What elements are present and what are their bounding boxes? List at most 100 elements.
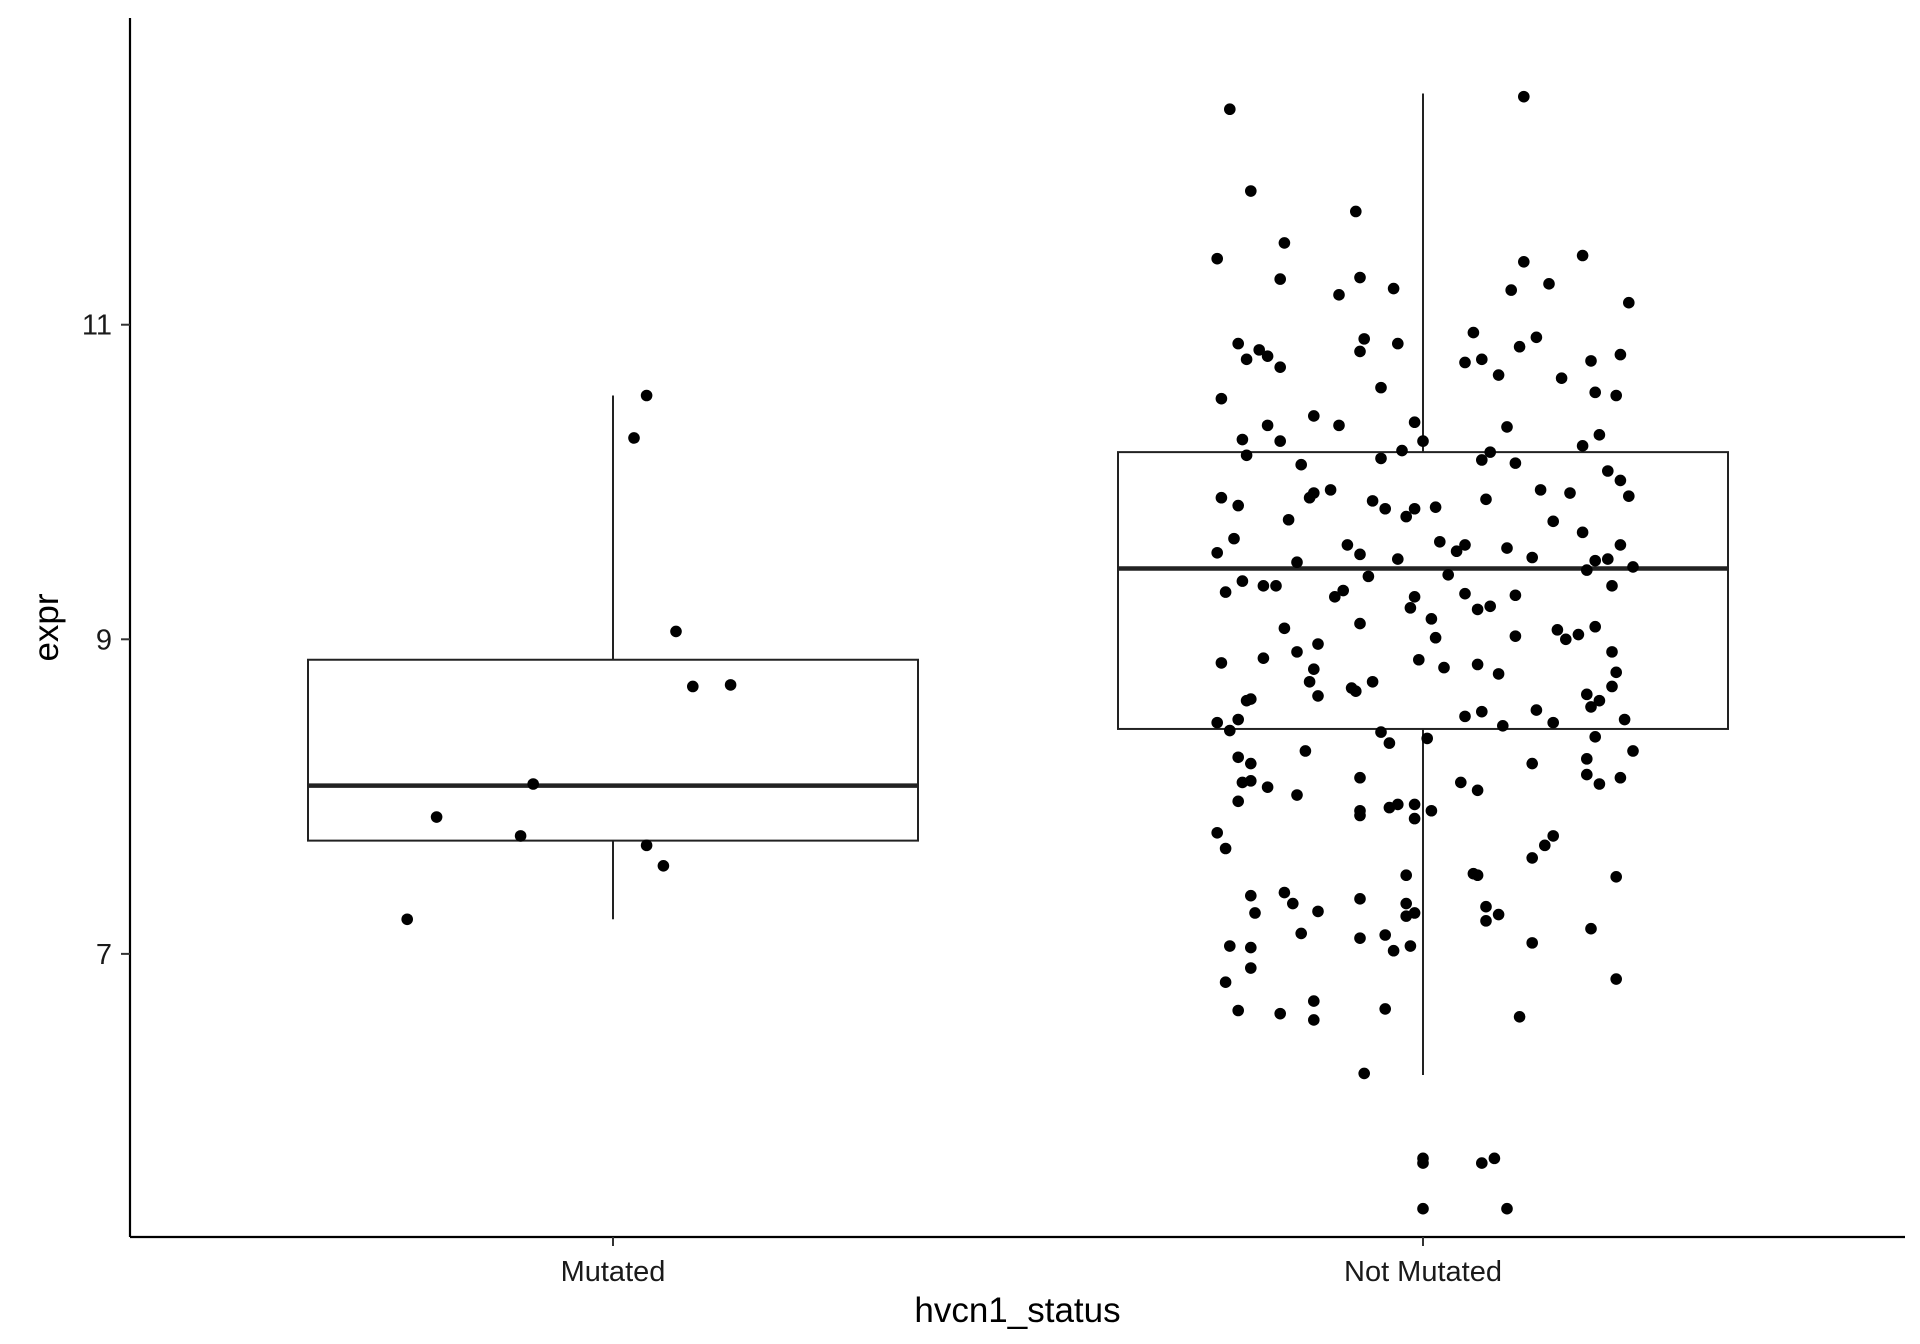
data-point [657, 859, 670, 872]
x-tick-label: Not Mutated [1344, 1256, 1502, 1288]
data-point [1308, 410, 1320, 422]
data-point [1623, 490, 1635, 502]
data-point [1240, 449, 1253, 462]
data-point [1606, 646, 1618, 658]
data-point [1492, 668, 1505, 680]
data-point [1576, 440, 1589, 452]
data-point [1589, 386, 1601, 399]
data-point [1408, 502, 1421, 515]
data-point [1408, 591, 1421, 603]
data-point [1518, 255, 1530, 268]
data-point [1215, 491, 1228, 504]
data-point [1245, 693, 1257, 705]
data-point [1219, 842, 1232, 855]
data-point [1333, 419, 1345, 432]
data-point [1291, 556, 1303, 569]
data-point [640, 839, 653, 852]
data-point [1425, 804, 1438, 817]
data-point [1576, 526, 1589, 539]
data-point [1417, 435, 1429, 447]
data-point [1429, 501, 1442, 513]
data-point [1232, 337, 1244, 350]
data-point [1257, 652, 1270, 664]
data-point [1408, 907, 1421, 919]
data-point [1476, 1157, 1488, 1169]
data-point [1459, 587, 1471, 600]
data-point [1261, 781, 1274, 793]
data-point [1379, 1003, 1391, 1015]
data-point [1480, 900, 1492, 913]
data-point [1530, 704, 1543, 716]
data-point [1509, 630, 1522, 642]
data-point [1585, 701, 1597, 713]
data-point [1434, 535, 1446, 548]
data-point [1450, 545, 1463, 558]
data-point [1228, 532, 1240, 545]
data-point [1215, 657, 1228, 669]
data-point [1417, 1157, 1429, 1169]
data-point [1589, 620, 1601, 633]
data-point [1610, 389, 1622, 402]
y-tick-label: 7 [96, 939, 112, 971]
data-point [1471, 784, 1484, 797]
data-point [1366, 495, 1379, 507]
data-point [1278, 622, 1291, 635]
data-point [1589, 554, 1601, 567]
data-point [1354, 271, 1366, 284]
data-point [1610, 666, 1622, 679]
data-point [1211, 252, 1223, 265]
data-point [1232, 713, 1244, 726]
data-point [1471, 658, 1484, 671]
data-point [514, 830, 527, 842]
data-point [1387, 282, 1400, 295]
data-point [1413, 653, 1425, 666]
data-point [1526, 937, 1538, 949]
box-iqr [1117, 451, 1729, 730]
data-point [1287, 897, 1299, 910]
data-point [1375, 726, 1387, 738]
data-point [1400, 510, 1412, 523]
data-point [1274, 435, 1286, 447]
data-point [1526, 757, 1538, 770]
data-point [1526, 551, 1538, 564]
data-point [1526, 852, 1538, 864]
data-point [1354, 893, 1366, 905]
data-point [1215, 392, 1228, 405]
data-point [1278, 237, 1291, 249]
data-point [1492, 369, 1505, 381]
data-point [1240, 353, 1253, 366]
data-point [1295, 458, 1307, 471]
data-point [1467, 326, 1480, 339]
data-point [1602, 553, 1614, 565]
data-point [1245, 775, 1257, 787]
data-point [1278, 886, 1291, 899]
data-point [1606, 580, 1618, 592]
data-point [1585, 355, 1597, 367]
data-point [1543, 278, 1555, 290]
data-point [1593, 778, 1606, 790]
data-point [1471, 603, 1484, 616]
data-point [1417, 1202, 1429, 1215]
data-point [1501, 421, 1513, 433]
data-point [1623, 296, 1635, 309]
data-point [430, 811, 443, 823]
data-point [1308, 1014, 1320, 1026]
data-point [1329, 591, 1341, 603]
data-point [1224, 103, 1236, 116]
data-point [1350, 685, 1362, 698]
data-point [1610, 871, 1622, 883]
data-point [1476, 454, 1488, 466]
data-point [1593, 429, 1606, 441]
data-point [1509, 457, 1522, 469]
points-layer [401, 90, 1639, 1215]
data-point [1303, 675, 1316, 688]
data-point [1585, 922, 1597, 935]
data-point [1211, 716, 1223, 729]
data-point [1509, 589, 1522, 602]
data-point [1614, 474, 1627, 487]
data-point [687, 680, 699, 693]
data-point [1387, 944, 1400, 957]
data-point [1614, 539, 1627, 551]
data-point [1425, 613, 1438, 625]
data-point [1253, 344, 1265, 356]
